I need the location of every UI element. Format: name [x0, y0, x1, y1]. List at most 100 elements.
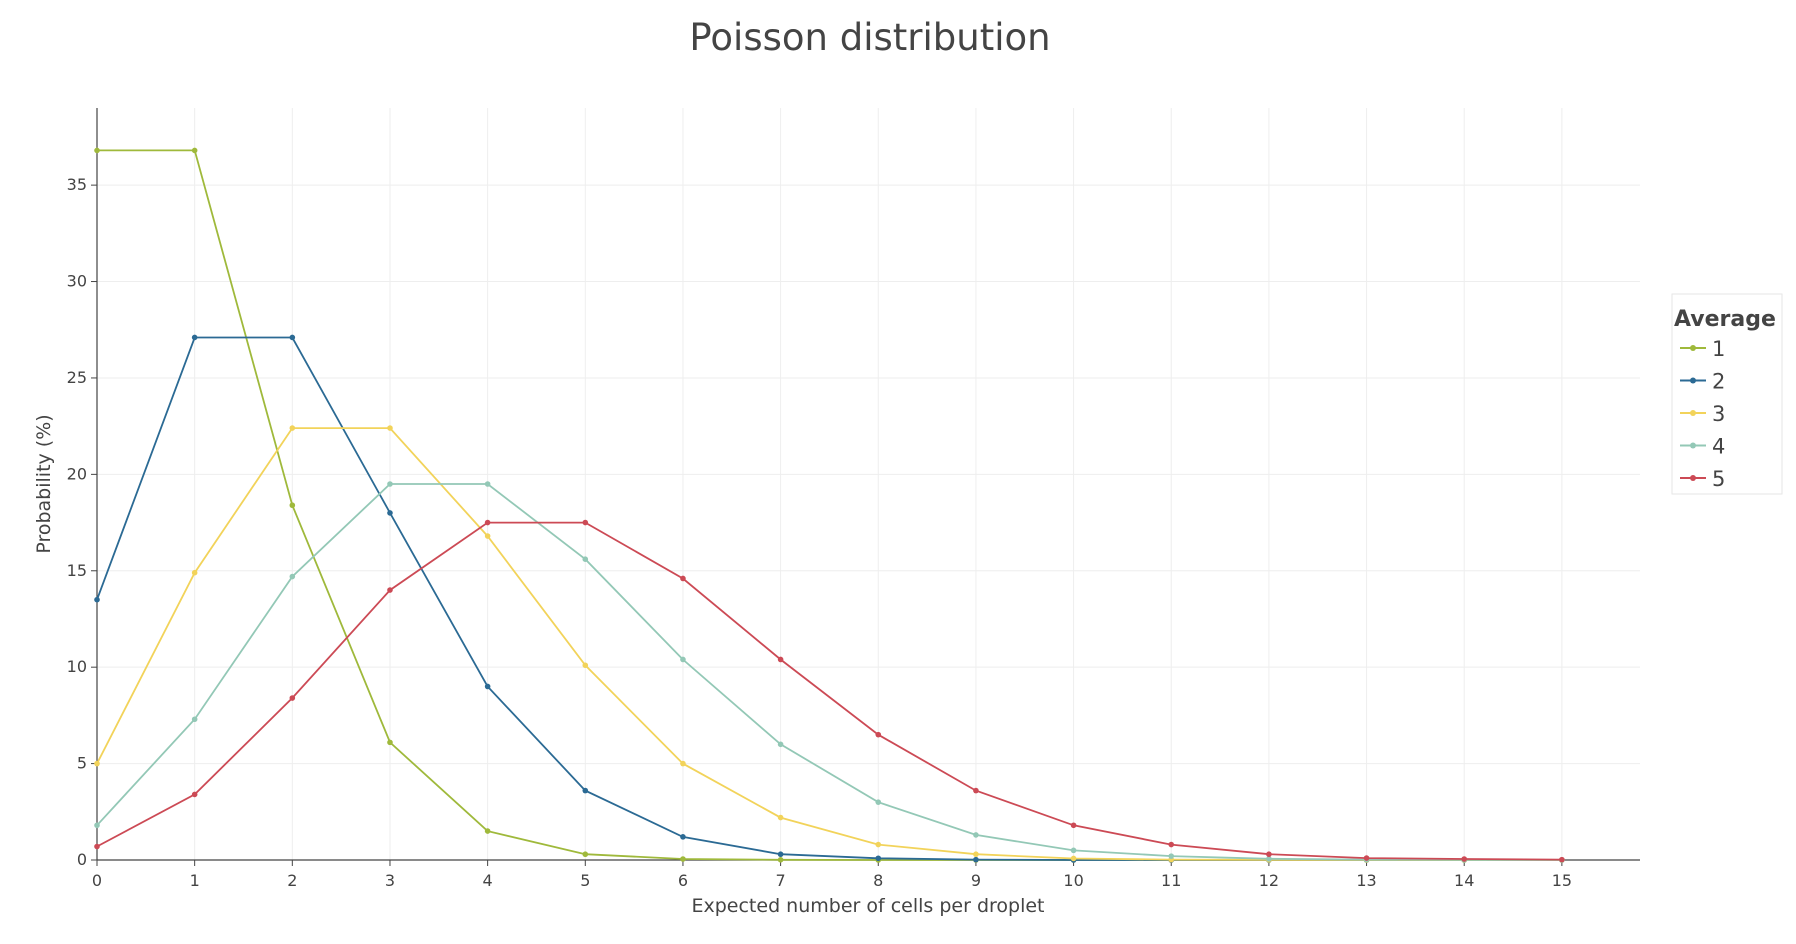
data-point — [387, 481, 393, 487]
legend-label: 3 — [1712, 402, 1725, 426]
data-point — [973, 832, 979, 838]
data-point — [1266, 856, 1272, 862]
series-3 — [94, 425, 1565, 863]
y-tick-label: 0 — [77, 850, 87, 869]
x-tick-label: 4 — [483, 871, 493, 890]
x-tick-label: 3 — [385, 871, 395, 890]
series-1 — [94, 147, 1565, 863]
series-5 — [94, 519, 1565, 863]
data-point — [387, 587, 393, 593]
data-point — [777, 741, 784, 748]
series-line-4 — [96, 483, 1562, 861]
data-point — [387, 425, 393, 431]
data-point — [387, 510, 393, 516]
data-point — [1266, 851, 1272, 858]
data-point — [680, 575, 686, 582]
y-tick-label: 35 — [67, 175, 87, 194]
legend: Average 1 2 3 4 5 — [1671, 293, 1783, 495]
data-point — [1363, 855, 1370, 861]
data-point — [484, 683, 491, 690]
data-point — [191, 716, 198, 723]
data-point — [680, 760, 686, 767]
x-axis-title: Expected number of cells per droplet — [691, 895, 1044, 917]
data-point — [777, 851, 784, 858]
legend-swatch-marker — [1690, 475, 1696, 481]
y-tick-label: 15 — [67, 561, 87, 580]
x-tick-label: 6 — [678, 871, 688, 890]
chart-title: Poisson distribution — [689, 16, 1050, 59]
x-tick-label: 13 — [1356, 871, 1376, 890]
data-point — [973, 851, 979, 858]
data-point — [875, 731, 882, 738]
gridlines — [97, 108, 1640, 860]
legend-item-3[interactable]: 3 — [1680, 402, 1725, 426]
data-point — [289, 425, 296, 431]
axes — [96, 108, 1640, 861]
x-tick-label: 11 — [1161, 871, 1181, 890]
data-point — [289, 573, 296, 580]
data-point — [191, 334, 198, 341]
legend-label: 2 — [1712, 370, 1725, 394]
data-point — [191, 147, 198, 154]
y-tick-label: 5 — [77, 754, 87, 773]
data-point — [94, 822, 100, 829]
data-point — [94, 596, 100, 603]
x-axis-ticks: 0 1 2 3 4 5 6 7 8 9 10 11 12 13 14 15 — [92, 860, 1572, 890]
legend-box — [1671, 293, 1783, 495]
data-point — [1559, 856, 1565, 863]
data-point — [582, 519, 589, 526]
series-2 — [94, 334, 1565, 863]
x-tick-label: 2 — [287, 871, 297, 890]
series-line-2 — [96, 336, 1562, 861]
legend-title: Average — [1674, 307, 1776, 332]
data-point — [582, 556, 589, 562]
data-point — [484, 519, 491, 526]
data-point — [289, 695, 296, 701]
data-point — [289, 502, 296, 509]
legend-item-2[interactable]: 2 — [1680, 370, 1725, 394]
legend-swatch-marker — [1690, 410, 1696, 416]
data-point — [1461, 856, 1468, 862]
x-tick-label: 5 — [580, 871, 590, 890]
data-point — [94, 843, 100, 850]
x-tick-label: 12 — [1259, 871, 1279, 890]
data-point — [387, 739, 393, 746]
data-point — [973, 787, 979, 794]
y-tick-label: 30 — [67, 272, 87, 291]
data-point — [875, 855, 882, 862]
x-tick-label: 10 — [1063, 871, 1083, 890]
x-tick-label: 0 — [92, 871, 102, 890]
data-point — [582, 787, 589, 794]
data-point — [680, 834, 686, 840]
legend-items: 1 2 3 4 5 — [1680, 337, 1725, 491]
data-point — [875, 841, 882, 848]
x-tick-label: 7 — [776, 871, 786, 890]
x-tick-label: 8 — [873, 871, 883, 890]
y-axis-title: Probability (%) — [33, 414, 55, 553]
data-point — [289, 334, 296, 341]
series-line-1 — [97, 149, 1562, 861]
y-tick-label: 20 — [67, 464, 87, 483]
data-point — [582, 662, 589, 669]
data-point — [484, 533, 491, 539]
data-point — [484, 481, 491, 487]
legend-item-4[interactable]: 4 — [1680, 435, 1725, 459]
data-point — [1070, 847, 1077, 854]
legend-item-1[interactable]: 1 — [1680, 337, 1725, 361]
data-point — [777, 656, 784, 663]
legend-label: 4 — [1712, 435, 1725, 459]
data-point — [191, 791, 198, 798]
y-axis-ticks: 0 5 10 15 20 25 30 35 — [67, 175, 97, 869]
data-point — [191, 569, 198, 576]
data-point — [1168, 853, 1175, 859]
legend-label: 1 — [1712, 337, 1725, 361]
data-point — [777, 857, 784, 863]
legend-item-5[interactable]: 5 — [1680, 467, 1725, 491]
data-point — [484, 828, 491, 834]
y-tick-label: 25 — [67, 368, 87, 387]
data-point — [680, 856, 686, 862]
series-line-3 — [96, 427, 1562, 861]
data-point — [1168, 841, 1175, 848]
data-point — [582, 851, 589, 858]
